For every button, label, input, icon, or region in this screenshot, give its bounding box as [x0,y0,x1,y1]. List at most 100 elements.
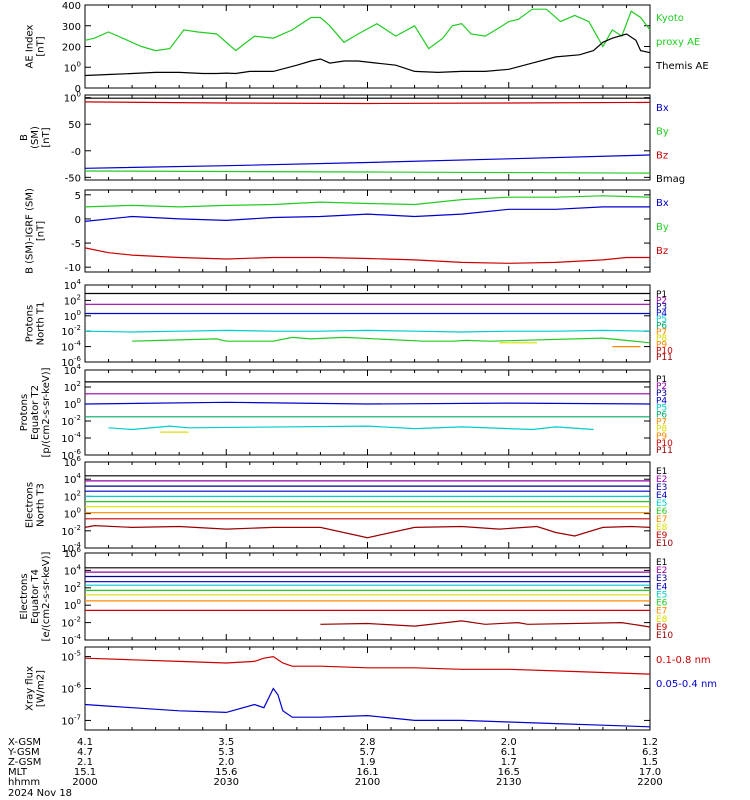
legend-e2: E2 [656,566,667,576]
legend-p3: P3 [656,303,667,313]
cell-hhmm: 2200 [637,777,662,788]
legend-p1: P1 [656,375,667,385]
legend-e9: E9 [656,623,668,633]
y-axis-label: [nT] [36,221,47,241]
panel-frame [84,4,651,89]
y-axis-label: Electrons [19,573,30,619]
y-tick-label: 10-2 [61,414,81,428]
y-tick-label: -10 [65,263,81,274]
row-label-z-gsm: Z-GSM [8,757,41,768]
legend-by: By [656,127,669,138]
cell-z-gsm: 1.7 [501,757,517,768]
panel-frame [84,189,651,273]
legend-e2: E2 [656,475,667,485]
panel-frame [84,552,651,641]
legend-p8: P8 [656,334,667,344]
legend-e8: E8 [656,523,668,533]
cell-x-gsm: 3.5 [218,737,234,748]
legend-p11: P11 [656,353,673,363]
legend-p2: P2 [656,296,667,306]
legend-e10: E10 [656,631,673,641]
y-tick-label: 10-6 [61,355,81,369]
legend-bmag: Bmag [656,174,685,185]
legend-proxy-ae: proxy AE [656,37,700,48]
legend-e4: E4 [656,582,668,592]
y-tick-label: -5 [71,239,81,250]
legend-e3: E3 [656,483,667,493]
y-axis-label: [e/(cm2-s-sr-keV)] [41,551,52,641]
date-label: 2024 Nov 18 [8,788,72,799]
cell-z-gsm: 2.0 [218,757,234,768]
series-kyoto-proxy-ae [84,8,651,52]
legend-p6: P6 [656,411,667,421]
cell-mlt: 15.6 [215,767,237,778]
y-tick-label: 10-2 [61,524,81,538]
y-tick-label: 102 [64,380,81,394]
legend-bz: Bz [656,150,668,161]
y-tick-label: 10-4 [61,340,81,354]
legend-p2: P2 [656,382,667,392]
legend-e3: E3 [656,574,667,584]
cell-hhmm: 2000 [72,777,97,788]
y-tick-label: 10-4 [61,633,81,647]
y-axis-label: Protons [19,394,30,431]
cell-mlt: 16.5 [498,767,520,778]
series-0-1-0-8-nm [84,655,651,675]
legend-e9: E9 [656,531,668,541]
series-bx [84,154,651,169]
legend-by: By [656,222,669,233]
y-tick-label: 0 [75,84,81,95]
cell-z-gsm: 1.5 [642,757,658,768]
y-tick-label: 5 [75,191,81,202]
y-axis-label: Equator T2 [30,385,41,440]
y-axis-label: Protons [25,305,36,342]
legend-p9: P9 [656,340,667,350]
y-tick-label: 10-2 [61,616,81,630]
panel-frame [84,646,651,731]
panel-5: 10-6 10-4 10-2 100 102 104 Protons Equator T2 [p… [19,363,673,462]
cell-z-gsm: 2.1 [77,757,93,768]
series-p5 [84,329,651,333]
cell-y-gsm: 5.3 [218,747,234,758]
y-axis-label: [nT] [36,36,47,56]
y-axis-label: [nT] [41,127,52,147]
y-tick-label: 106 [64,455,82,469]
legend-e1: E1 [656,467,667,477]
legend-p7: P7 [656,328,667,338]
y-axis-label: B (SM)-IGRF (SM) [25,188,36,274]
legend-e7: E7 [656,607,667,617]
y-tick-label: 50 [68,120,81,131]
cell-x-gsm: 2.0 [501,737,517,748]
cell-x-gsm: 1.2 [642,737,658,748]
y-tick-label: 102 [64,581,81,595]
legend-p5: P5 [656,403,667,413]
legend-p9: P9 [656,432,667,442]
row-label-mlt: MLT [8,767,28,778]
y-tick-label: 0 [75,215,81,226]
y-tick-label: 10-7 [61,713,81,727]
cell-hhmm: 2030 [214,777,239,788]
cell-y-gsm: 6.3 [642,747,658,758]
y-tick-label: 102 [64,293,81,307]
y-tick-label: 10-5 [61,650,81,664]
y-tick-label: 100 [64,598,81,612]
legend-p7: P7 [656,418,667,428]
legend-e7: E7 [656,515,667,525]
y-tick-label: 100 [64,309,81,323]
panel-8: 10-7 10-6 10-5 Xray flux [W/m2] 0.1-0.8 nm 0.0… [25,646,717,731]
y-axis-label: Equator T4 [30,569,41,624]
y-tick-label: 300 [62,22,81,33]
legend-p1: P1 [656,290,667,300]
series-by [84,170,651,174]
y-tick-label: 10-4 [61,541,81,555]
legend-e1: E1 [656,558,667,568]
panel-7: 10-4 10-2 100 102 104 106 Electrons Equator T4[… [19,546,673,647]
cell-z-gsm: 1.9 [360,757,376,768]
panel-frame [84,369,651,456]
series-p4 [84,401,651,405]
row-label-hhmm: hhmm [8,777,40,788]
series-bz [84,247,650,264]
